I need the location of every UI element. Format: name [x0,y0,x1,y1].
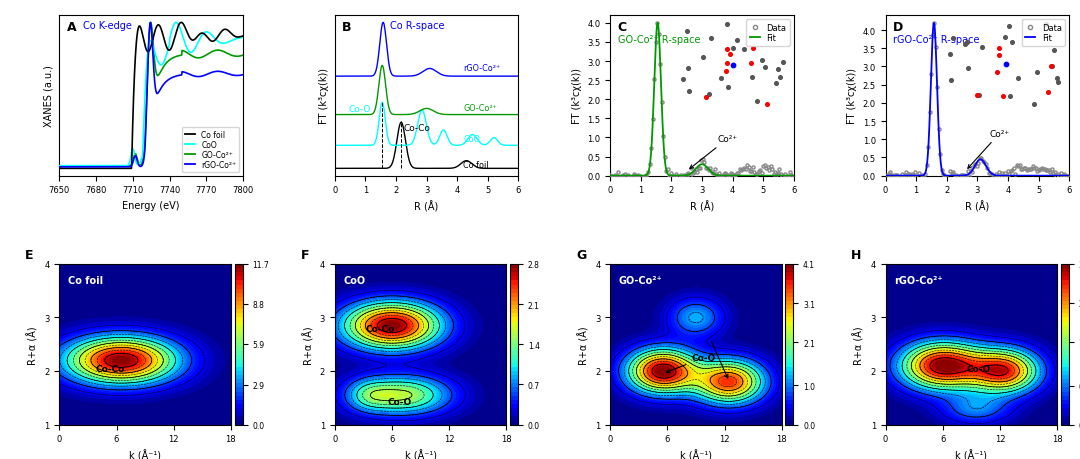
Y-axis label: FT (k³cχ(k)): FT (k³cχ(k)) [847,68,858,124]
Text: E: E [25,248,33,261]
Text: CoO: CoO [343,275,365,285]
Text: D: D [893,21,903,34]
Legend: Data, Fit: Data, Fit [1022,20,1065,46]
Text: Co-O: Co-O [388,397,411,406]
Y-axis label: FT (k³cχ(k)): FT (k³cχ(k)) [320,68,329,124]
Text: G: G [576,248,586,261]
Y-axis label: R+α (Å): R+α (Å) [578,325,590,364]
Text: Co²⁺: Co²⁺ [690,135,738,169]
X-axis label: R (Å): R (Å) [690,201,714,212]
Text: F: F [300,248,309,261]
Text: A: A [67,21,77,34]
Text: rGO-Co²⁺ R-space: rGO-Co²⁺ R-space [893,35,980,45]
X-axis label: k (Å⁻¹): k (Å⁻¹) [680,449,712,459]
Y-axis label: R+α (Å): R+α (Å) [302,325,314,364]
Text: Co foil: Co foil [68,275,103,285]
Text: rGO-Co²⁺: rGO-Co²⁺ [463,64,500,73]
Y-axis label: XANES (a.u.): XANES (a.u.) [44,65,54,127]
Y-axis label: R+α (Å): R+α (Å) [853,325,865,364]
X-axis label: R (Å): R (Å) [966,201,989,212]
X-axis label: Energy (eV): Energy (eV) [122,201,180,211]
Text: Co²⁺: Co²⁺ [968,129,1010,169]
Text: CoO: CoO [463,134,481,143]
X-axis label: k (Å⁻¹): k (Å⁻¹) [130,449,161,459]
Text: Co R-space: Co R-space [390,21,444,31]
Text: Co-O: Co-O [666,353,715,373]
X-axis label: k (Å⁻¹): k (Å⁻¹) [956,449,987,459]
Y-axis label: FT (k³cχ(k)): FT (k³cχ(k)) [571,68,582,124]
Text: B: B [342,21,352,34]
Text: Co K-edge: Co K-edge [83,21,132,31]
Text: GO-Co²⁺ R-space: GO-Co²⁺ R-space [618,35,700,45]
Y-axis label: R+α (Å): R+α (Å) [27,325,39,364]
Text: H: H [851,248,862,261]
Legend: Data, Fit: Data, Fit [746,20,789,46]
X-axis label: k (Å⁻¹): k (Å⁻¹) [405,449,436,459]
Text: C: C [618,21,626,34]
Legend: Co foil, CoO, GO-Co²⁺, rGO-Co²⁺: Co foil, CoO, GO-Co²⁺, rGO-Co²⁺ [181,128,239,173]
Text: GO-Co²⁺: GO-Co²⁺ [619,275,662,285]
Text: Co-Co: Co-Co [404,123,431,133]
Text: Co-O: Co-O [967,364,990,373]
Text: Co-Co: Co-Co [96,364,125,373]
X-axis label: R (Å): R (Å) [415,201,438,212]
Text: Co foil: Co foil [463,161,489,169]
Text: GO-Co²⁺: GO-Co²⁺ [463,104,497,113]
Text: rGO-Co²⁺: rGO-Co²⁺ [894,275,943,285]
Text: Co-O: Co-O [349,105,370,114]
Text: Co-Co: Co-Co [365,324,394,333]
